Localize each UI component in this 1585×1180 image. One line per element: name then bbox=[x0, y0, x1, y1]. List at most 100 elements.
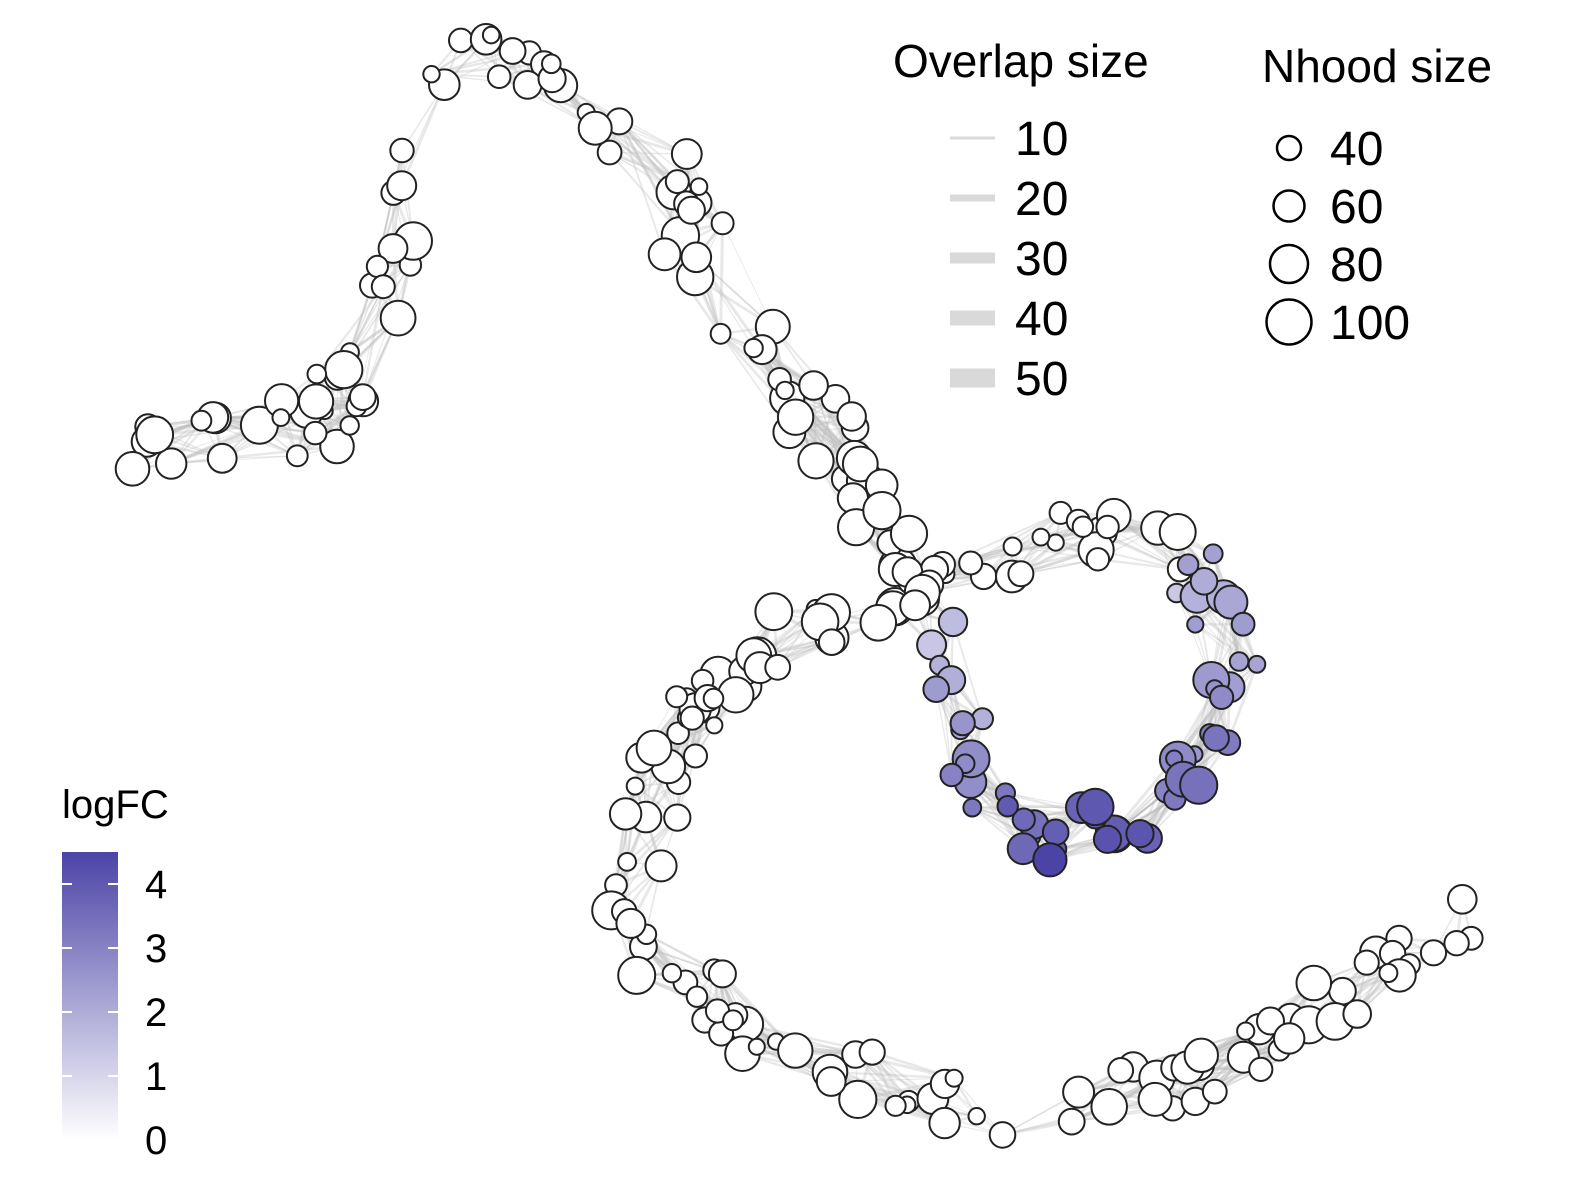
nhood-node bbox=[1213, 584, 1249, 620]
nhood-node bbox=[710, 211, 735, 236]
overlap-edge bbox=[618, 120, 681, 233]
nhood-node bbox=[665, 685, 689, 709]
nhood-node bbox=[1125, 819, 1155, 849]
nhood-node bbox=[1353, 949, 1380, 976]
nhood-node bbox=[777, 1032, 814, 1069]
nhood-size-key bbox=[1265, 298, 1313, 346]
nhood-node bbox=[647, 237, 682, 272]
nhood-node bbox=[1183, 1037, 1220, 1074]
nhood-node bbox=[1419, 939, 1448, 967]
overlap-edge bbox=[618, 121, 666, 255]
logfc-legend: logFC 0 1 2 3 4 bbox=[62, 783, 169, 1163]
nhood-node bbox=[858, 1038, 886, 1066]
nhood-node bbox=[1002, 536, 1023, 557]
nhood-size-label: 40 bbox=[1330, 123, 1383, 176]
nhood-node bbox=[577, 110, 613, 146]
nhood-node bbox=[889, 514, 929, 553]
nhood-node bbox=[481, 25, 501, 45]
overlap-legend-label: 10 bbox=[1015, 113, 1068, 166]
nhood-node bbox=[1011, 807, 1036, 832]
nhood-node bbox=[836, 401, 867, 432]
nhood-node bbox=[608, 797, 643, 831]
nhood-node bbox=[1202, 543, 1224, 565]
nhood-node bbox=[1032, 842, 1068, 878]
nhood-node bbox=[664, 169, 690, 195]
nhood-size-label: 100 bbox=[1330, 297, 1410, 350]
nhood-node bbox=[775, 380, 795, 401]
nhood-node bbox=[1041, 818, 1070, 847]
nhood-node bbox=[944, 1068, 964, 1088]
nhood-node bbox=[958, 550, 984, 576]
nhood-node bbox=[1076, 787, 1115, 827]
nhood-size-key bbox=[1275, 134, 1303, 162]
overlap-edge bbox=[722, 223, 774, 327]
nhood-node bbox=[370, 274, 396, 300]
nhood-node bbox=[190, 409, 213, 432]
overlap-edge bbox=[615, 816, 679, 886]
nhood-node bbox=[747, 1037, 766, 1056]
nhood-node bbox=[1092, 824, 1123, 854]
overlap-edge bbox=[1097, 558, 1181, 571]
overlap-size-legend: Overlap size 10 20 30 40 50 bbox=[893, 35, 1149, 406]
nhood-node bbox=[1248, 1056, 1274, 1083]
nhood-node bbox=[512, 70, 543, 100]
logfc-colorbar bbox=[62, 852, 118, 1140]
nhood-node bbox=[365, 254, 389, 278]
nhood-node bbox=[635, 729, 673, 767]
overlap-edge bbox=[1107, 526, 1181, 570]
logfc-tick-label: 1 bbox=[145, 1055, 167, 1099]
nhood-node bbox=[797, 442, 835, 480]
overlap-edge bbox=[719, 223, 725, 334]
nhood-node bbox=[705, 716, 724, 735]
nhood-node bbox=[379, 299, 417, 337]
nhood-node bbox=[615, 907, 647, 939]
overlap-edge bbox=[1226, 663, 1259, 744]
overlap-edge bbox=[935, 689, 953, 776]
nhood-node bbox=[306, 363, 328, 385]
nhood-node bbox=[389, 137, 415, 164]
nhood-node bbox=[1236, 1021, 1256, 1041]
overlap-edges bbox=[131, 33, 1473, 1137]
nhood-node bbox=[838, 1079, 878, 1120]
overlap-edge bbox=[132, 424, 260, 470]
nhood-node bbox=[683, 743, 708, 769]
overlap-edge bbox=[971, 806, 1057, 851]
nhood-node bbox=[1186, 615, 1205, 634]
nhood-node bbox=[967, 1107, 986, 1126]
nhood-node bbox=[663, 803, 692, 832]
nhood-node bbox=[1342, 999, 1372, 1029]
overlap-edge bbox=[1002, 1069, 1121, 1136]
logfc-tick-label: 0 bbox=[145, 1119, 167, 1163]
nhood-node bbox=[988, 1121, 1017, 1149]
nhood-node bbox=[817, 628, 846, 657]
nhood-node bbox=[324, 350, 364, 390]
nhood-node bbox=[939, 762, 964, 788]
nhood-node bbox=[1062, 1075, 1096, 1109]
nhood-node bbox=[754, 592, 794, 632]
nhood-size-key bbox=[1272, 189, 1306, 223]
nhood-node bbox=[680, 241, 713, 274]
nhood-node bbox=[702, 687, 725, 710]
overlap-legend-title: Overlap size bbox=[893, 35, 1149, 87]
nhood-node bbox=[841, 445, 879, 483]
nhood-node bbox=[155, 447, 188, 480]
nhood-size-key bbox=[1268, 243, 1310, 285]
overlap-edge bbox=[618, 120, 682, 237]
nhood-node bbox=[962, 797, 983, 818]
nhood-node bbox=[1189, 567, 1219, 596]
overlap-legend-label: 40 bbox=[1015, 293, 1068, 346]
nhood-node bbox=[722, 1009, 744, 1032]
nhood-node bbox=[899, 589, 931, 622]
neighbourhood-nodes bbox=[114, 23, 1484, 1149]
nhood-node bbox=[498, 37, 527, 65]
overlap-edge bbox=[829, 1071, 946, 1125]
nhood-node bbox=[661, 963, 683, 984]
nhood-node bbox=[1209, 684, 1235, 711]
logfc-legend-title: logFC bbox=[62, 783, 169, 827]
nhood-node bbox=[928, 1106, 961, 1140]
overlap-edge bbox=[608, 151, 681, 233]
nhood-node bbox=[386, 170, 418, 202]
nhood-node bbox=[422, 65, 441, 84]
overlap-edge bbox=[952, 621, 984, 720]
